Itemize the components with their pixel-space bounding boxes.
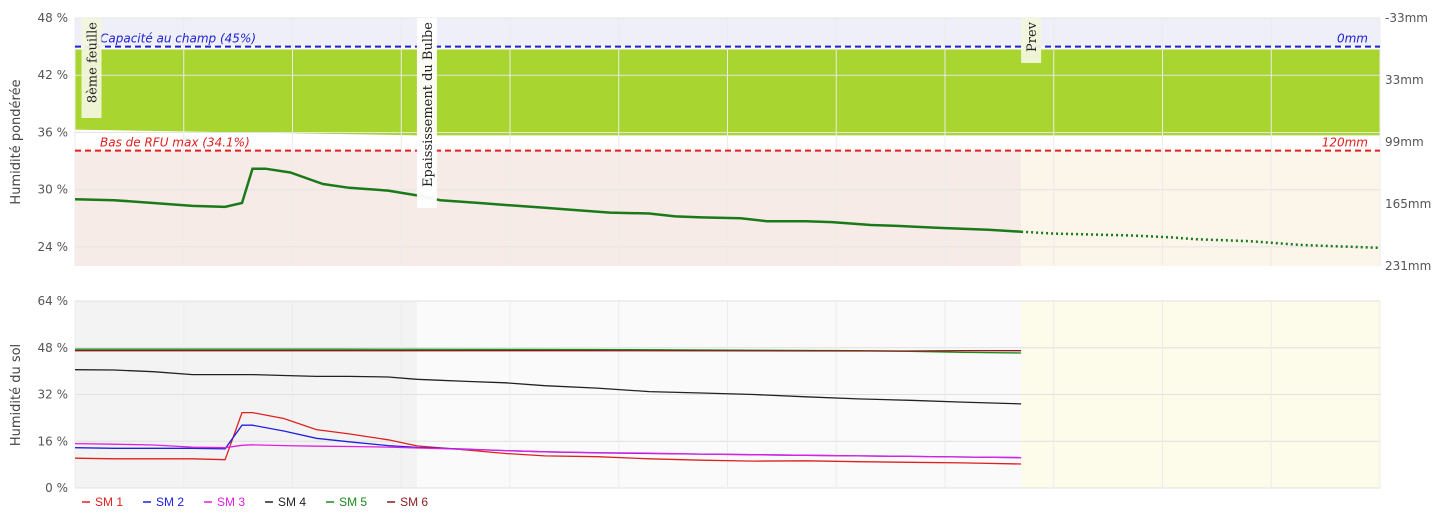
bottom-y-axis-title: Humidité du sol: [9, 344, 24, 446]
phase-label-0: 8ème feuille: [86, 22, 101, 103]
bottom-y-tick-label: 48 %: [38, 341, 69, 355]
bottom-y-tick-label: 16 %: [38, 434, 69, 448]
top-y-axis-title: Humidité pondérée: [9, 79, 24, 204]
legend-item-5: SM 6: [400, 495, 428, 509]
top-deficit-forecast-zone: [1021, 150, 1380, 266]
weighted-moisture-forecast-line: [1021, 230, 1381, 250]
legend-item-4: SM 5: [339, 495, 367, 509]
top-y2-tick-label: 99mm: [1385, 135, 1424, 149]
bottom-y-tick-label: 64 %: [38, 294, 69, 308]
band-mm-label-field_capacity: 0mm: [1337, 32, 1368, 46]
series-line-sm-4: [74, 369, 1022, 405]
band-label-field_capacity: Capacité au champ (45%): [100, 32, 256, 46]
phase-marker-2: [1021, 18, 1042, 63]
phase-marker-0: [81, 18, 102, 118]
bottom-y-tick-label: 0 %: [45, 481, 68, 495]
weighted-moisture-panel: Humidité pondérée Capacité au champ (45%…: [9, 11, 1431, 273]
series-line-sm-3: [74, 442, 1022, 459]
top-y2-tick-label: 231mm: [1385, 259, 1431, 273]
legend: SM 1 SM 2 SM 3 SM 4 SM 5 SM 6: [82, 495, 428, 509]
legend-item-2: SM 3: [217, 495, 245, 509]
top-y2-tick-label: 165mm: [1385, 197, 1431, 211]
top-y-tick-label: 24 %: [38, 240, 69, 254]
top-y-tick-label: 48 %: [38, 11, 69, 25]
soil-moisture-panel: Humidité du sol 64 % 48 % 32 % 16 % 0 %: [9, 294, 1381, 495]
band-mm-label-rfu_bottom: 120mm: [1322, 136, 1368, 150]
top-y2-tick-label: 33mm: [1385, 73, 1424, 87]
top-y-tick-label: 42 %: [38, 68, 69, 82]
top-y-tick-label: 30 %: [38, 183, 69, 197]
legend-item-1: SM 2: [156, 495, 184, 509]
top-y2-tick-label: -33mm: [1385, 11, 1428, 25]
phase-marker-1: [416, 18, 437, 208]
top-y-tick-label: 36 %: [38, 125, 69, 139]
legend-item-0: SM 1: [95, 495, 123, 509]
weighted-moisture-line: [74, 167, 1022, 233]
phase-label-1: Epaississement du Bulbe: [421, 22, 436, 187]
legend-item-3: SM 4: [278, 495, 306, 509]
band-label-rfu_bottom: Bas de RFU max (34.1%): [100, 136, 250, 150]
phase-label-2: Prev: [1025, 21, 1040, 52]
bottom-y-tick-label: 32 %: [38, 388, 69, 402]
